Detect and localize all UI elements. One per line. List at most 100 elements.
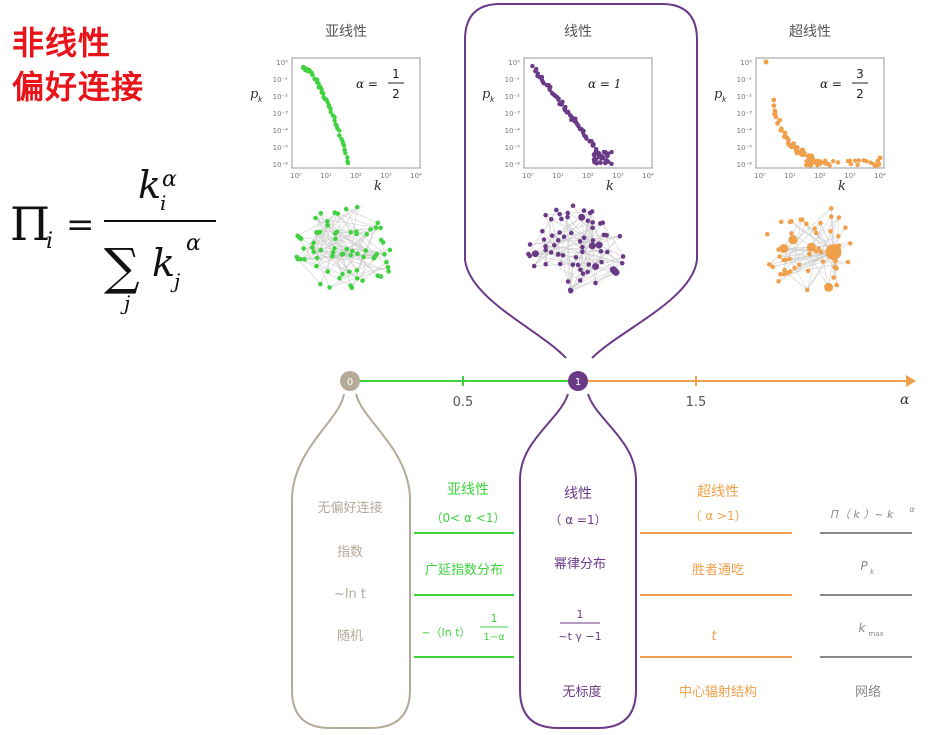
network-node [332, 246, 337, 251]
formula-den-sup: α [186, 231, 201, 256]
data-point [848, 161, 854, 167]
network-node [788, 235, 798, 245]
y-tick-label: 10⁻⁴ [737, 127, 753, 135]
y-axis-label-sub: k [258, 95, 263, 104]
network-node [598, 249, 604, 254]
data-point [856, 158, 862, 163]
network-node [368, 227, 373, 232]
network-node [363, 248, 368, 253]
network-node [343, 206, 349, 212]
x-tick-label: 10⁰ [754, 172, 766, 180]
network-node [373, 225, 379, 230]
network-node [833, 258, 838, 264]
network-node [541, 237, 547, 242]
network-node [832, 264, 837, 270]
y-tick-label: 10⁻² [505, 93, 521, 101]
x-tick-label: 10³ [844, 172, 856, 180]
network-node [302, 257, 307, 262]
network-node [813, 249, 819, 254]
network-node [776, 247, 781, 252]
panel-title: 亚线性 [325, 24, 367, 40]
data-point [855, 162, 860, 168]
network-node [585, 218, 591, 224]
data-point [316, 81, 321, 86]
y-axis-label: p [482, 87, 491, 102]
network-node [364, 231, 369, 237]
sup-range: （ α >1） [689, 509, 746, 523]
network-node [796, 262, 802, 268]
heading-line2: 偏好连接 [12, 68, 145, 106]
network-node [565, 279, 571, 284]
lin-kmax-num: 1 [577, 608, 584, 621]
random-cell: 无偏好连接 [317, 500, 382, 516]
network-node [384, 259, 389, 265]
axis-node [340, 371, 360, 391]
network-node [792, 265, 797, 271]
data-point [785, 137, 791, 143]
network-node [770, 264, 776, 270]
network-node [543, 247, 548, 253]
data-point [343, 150, 348, 156]
data-point [535, 71, 541, 76]
data-point [569, 117, 574, 123]
data-point [609, 149, 614, 155]
network-node [527, 242, 533, 247]
network-node [601, 232, 607, 238]
network-node [378, 274, 384, 279]
data-point [319, 86, 324, 92]
data-point [852, 158, 858, 163]
network-node [354, 204, 360, 210]
network-node [540, 228, 545, 234]
sub-dist: 广延指数分布 [425, 563, 503, 578]
y-tick-label: 10⁻⁶ [273, 161, 289, 169]
network-node [777, 254, 782, 259]
network-node [382, 251, 387, 257]
network-node [598, 221, 603, 226]
linear-lower-outline [519, 393, 637, 729]
network-node [590, 238, 596, 243]
network-node [804, 221, 809, 227]
data-point [332, 118, 337, 123]
network-node [578, 267, 583, 273]
data-point [871, 161, 876, 167]
data-point [541, 80, 546, 86]
net-row3-sub: max [868, 630, 883, 638]
lin-struct: 无标度 [562, 684, 601, 700]
y-tick-label: 10⁻⁵ [737, 144, 753, 152]
data-point [328, 109, 333, 115]
network-node [334, 229, 340, 235]
network-node [311, 249, 317, 255]
network-node [592, 262, 600, 270]
network-node [590, 220, 595, 225]
formula-num-sub: i [160, 191, 166, 215]
axis-tick-label: 1.5 [686, 395, 707, 410]
network-node [778, 271, 783, 277]
sub-kmax-den: 1−α [483, 632, 505, 643]
lin-range: （ α =1） [549, 513, 606, 527]
formula-pi: Π [10, 197, 50, 251]
network-node [569, 230, 574, 236]
network-node [557, 211, 562, 217]
network-node [787, 256, 792, 262]
net-row4: 网络 [855, 684, 881, 700]
network-node [526, 251, 531, 257]
network-node [340, 271, 345, 277]
axis-arrow-icon [906, 375, 916, 387]
network-node [333, 236, 338, 242]
x-tick-label: 10⁴ [874, 172, 886, 180]
network-node [339, 252, 345, 257]
y-axis-label-sub: k [722, 95, 727, 104]
network-node [836, 243, 842, 248]
alpha-value-label: α = [820, 77, 842, 91]
y-tick-label: 10⁻¹ [737, 76, 753, 84]
network-node [348, 253, 354, 258]
network-node [577, 239, 583, 244]
network-node [355, 276, 360, 281]
x-axis-label: k [606, 179, 614, 194]
data-point [345, 155, 350, 160]
data-point [875, 158, 880, 164]
network-node [780, 247, 785, 252]
data-point [591, 143, 596, 148]
